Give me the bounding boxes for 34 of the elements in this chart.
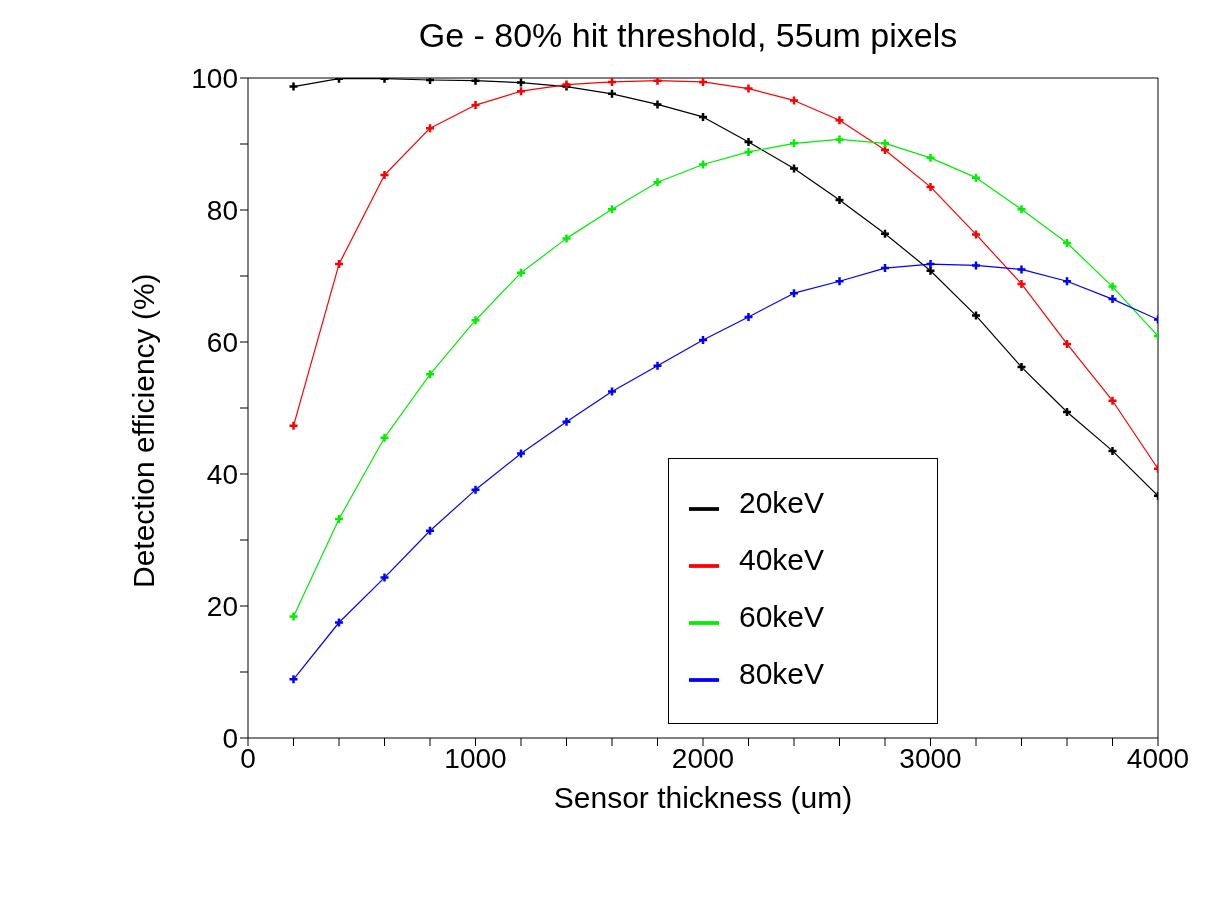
point (834, 276, 845, 287)
point (1016, 204, 1027, 215)
x-tick-label: 4000 (1126, 742, 1190, 774)
point (1107, 395, 1118, 406)
y-tick-label: 100 (191, 62, 238, 94)
x-tick-label: 3000 (899, 742, 962, 774)
point (288, 611, 299, 622)
chart-title: Ge - 80% hit threshold, 55um pixels (417, 16, 959, 55)
y-tick-label: 20 (206, 590, 238, 622)
point (652, 99, 663, 110)
y-tick-label: 0 (222, 722, 238, 754)
legend-label: 20keV (739, 486, 825, 519)
point (288, 81, 299, 92)
y-tick-label: 40 (206, 458, 238, 490)
legend-label: 60keV (739, 600, 825, 633)
point (1016, 264, 1027, 275)
point (1107, 281, 1118, 292)
point (470, 78, 481, 86)
point (652, 78, 663, 86)
point (288, 674, 299, 685)
x-axis-title: Sensor thickness (um) (553, 781, 853, 814)
legend-label: 80keV (739, 657, 825, 690)
point (379, 572, 390, 583)
point (652, 177, 663, 188)
y-axis-title: Detection efficiency (%) (126, 273, 160, 588)
point (743, 83, 754, 94)
point (834, 134, 845, 145)
x-tick-label: 2000 (671, 742, 735, 774)
y-tick-label: 60 (206, 326, 238, 358)
point (561, 233, 572, 244)
x-tick-label: 1000 (444, 742, 507, 774)
point (379, 432, 390, 443)
legend-label: 40keV (739, 543, 825, 576)
y-tick-label: 80 (206, 194, 238, 226)
